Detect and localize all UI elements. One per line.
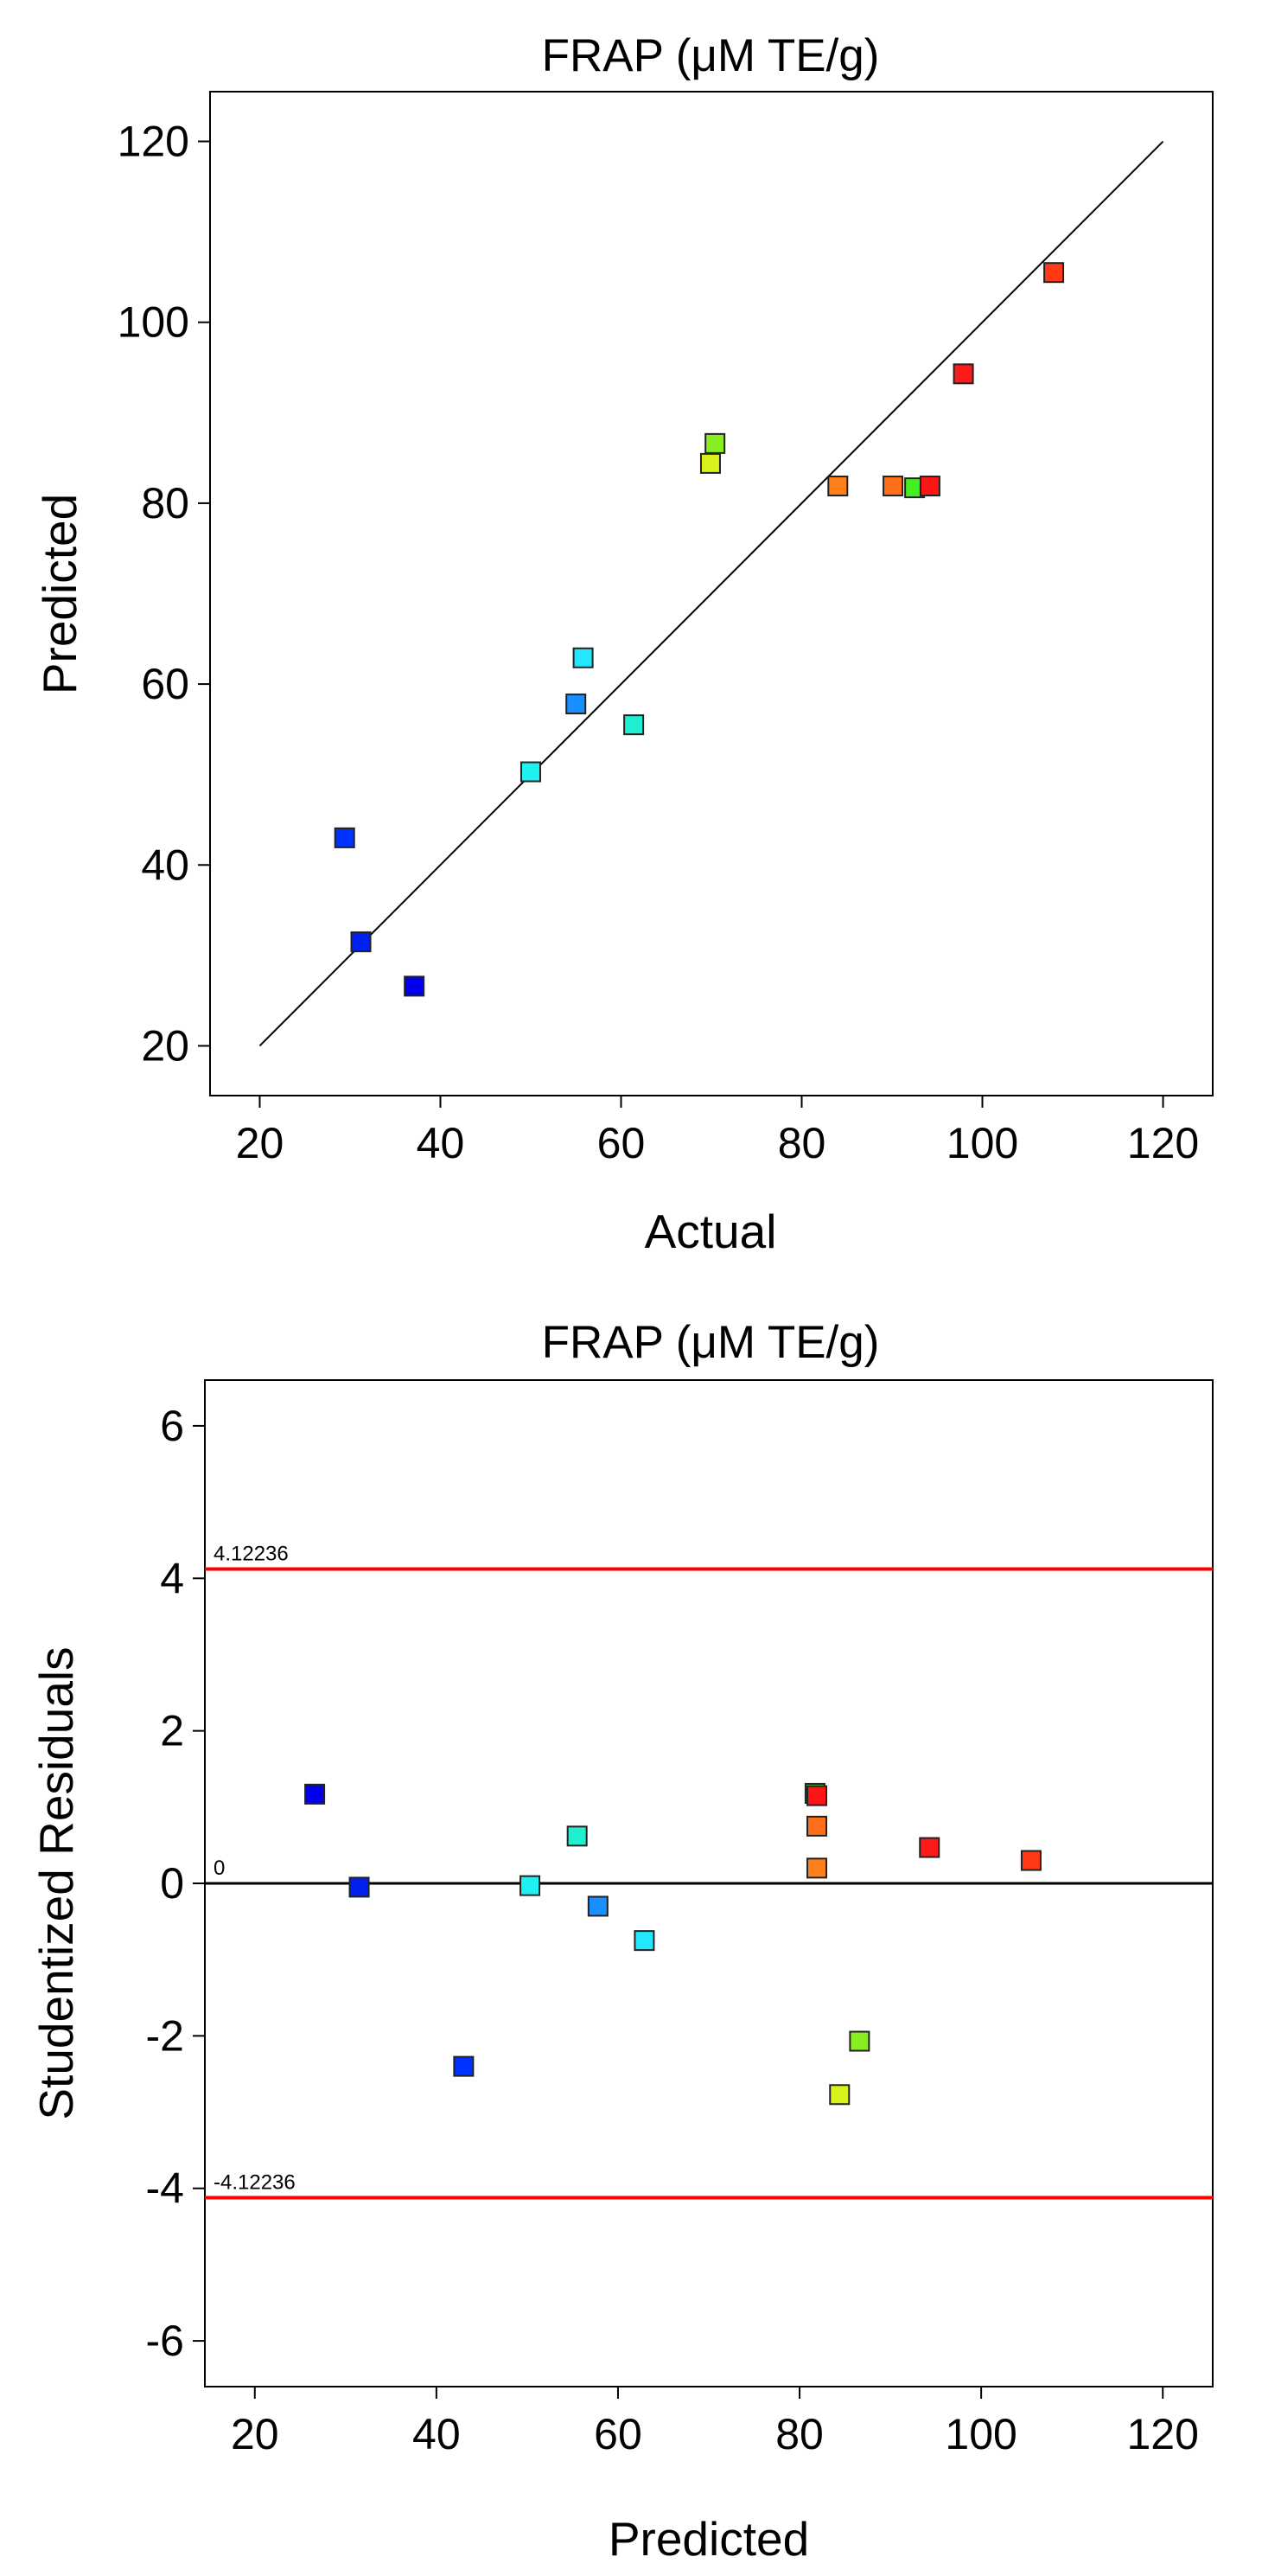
- data-point: [453, 2055, 475, 2077]
- data-point: [566, 1825, 588, 1847]
- y-tick-label: 0: [160, 1859, 184, 1908]
- data-point: [572, 647, 594, 668]
- data-point: [919, 476, 940, 497]
- reference-diagonal-line: [258, 140, 1164, 1047]
- y-tick-label: -4: [146, 2164, 184, 2213]
- data-points: [304, 1782, 1042, 2106]
- x-axis-label: Predicted: [609, 2512, 809, 2566]
- reference-line-label: -4.12236: [214, 2171, 296, 2195]
- data-point: [519, 1875, 541, 1896]
- y-tick-label: 120: [118, 118, 189, 166]
- data-point: [953, 363, 974, 385]
- data-point: [919, 1837, 940, 1858]
- y-tick-label: 100: [118, 298, 189, 347]
- chart-title: FRAP (μM TE/g): [542, 1317, 880, 1368]
- data-point: [565, 694, 587, 715]
- x-tick-label: 60: [597, 1119, 646, 1167]
- data-point: [849, 2030, 870, 2052]
- data-point: [827, 476, 849, 497]
- y-tick-label: 6: [160, 1402, 184, 1450]
- data-point: [350, 931, 372, 953]
- x-tick-label: 20: [236, 1119, 284, 1167]
- data-point: [883, 476, 904, 497]
- reference-line-label: 0: [214, 1857, 225, 1880]
- x-tick-label: 80: [775, 2410, 824, 2458]
- x-tick-label: 40: [417, 1119, 465, 1167]
- actual-vs-predicted-chart: FRAP (μM TE/g) 20 40 60 80 100 120 20 40 60 80 100…: [33, 30, 1214, 1258]
- residuals-vs-predicted-chart: FRAP (μM TE/g) 20 40 60 80 100 120-6-4-20246 …: [29, 1317, 1214, 2566]
- data-point: [634, 1930, 655, 1952]
- x-tick-label: 40: [412, 2410, 461, 2458]
- data-point: [519, 761, 541, 783]
- x-tick-label: 120: [1127, 1119, 1199, 1167]
- data-point: [806, 1785, 828, 1806]
- data-point: [806, 1815, 828, 1837]
- reference-line-label: 4.12236: [214, 1542, 289, 1565]
- data-point: [1043, 262, 1065, 284]
- data-point: [1020, 1850, 1042, 1871]
- data-point: [587, 1895, 609, 1917]
- x-tick-label: 100: [946, 1119, 1018, 1167]
- x-tick-label: 100: [945, 2410, 1017, 2458]
- axis-ticks: 20 40 60 80 100 120 20 40 60 80 100 120: [118, 118, 1200, 1167]
- data-point: [334, 827, 355, 848]
- data-point: [404, 975, 425, 997]
- y-tick-label: 20: [141, 1021, 189, 1070]
- data-point: [304, 1783, 326, 1805]
- y-tick-label: 60: [141, 660, 189, 708]
- data-point: [699, 452, 721, 474]
- y-tick-label: 80: [141, 479, 189, 527]
- plot-area-frame: [209, 91, 1214, 1096]
- y-axis-label: Studentized Residuals: [29, 1646, 83, 2119]
- y-tick-label: 40: [141, 841, 189, 889]
- data-point: [623, 714, 645, 736]
- x-tick-label: 80: [778, 1119, 826, 1167]
- x-tick-label: 60: [594, 2410, 642, 2458]
- y-tick-label: 4: [160, 1554, 184, 1602]
- x-tick-label: 120: [1127, 2410, 1199, 2458]
- data-point: [704, 432, 726, 454]
- y-tick-label: -2: [146, 2011, 184, 2060]
- data-points: [334, 262, 1065, 997]
- data-point: [348, 1876, 370, 1898]
- reference-lines: 4.12236 0 -4.12236: [205, 1542, 1213, 2200]
- y-tick-label: -6: [146, 2317, 184, 2365]
- data-point: [829, 2084, 851, 2106]
- y-tick-label: 2: [160, 1707, 184, 1755]
- y-axis-label: Predicted: [33, 494, 86, 694]
- chart-title: FRAP (μM TE/g): [542, 30, 880, 81]
- x-tick-label: 20: [231, 2410, 279, 2458]
- axis-ticks: 20 40 60 80 100 120 -6 -4 -2 0 2 4 6: [146, 1402, 1199, 2458]
- data-point: [806, 1857, 828, 1879]
- x-axis-label: Actual: [645, 1205, 777, 1258]
